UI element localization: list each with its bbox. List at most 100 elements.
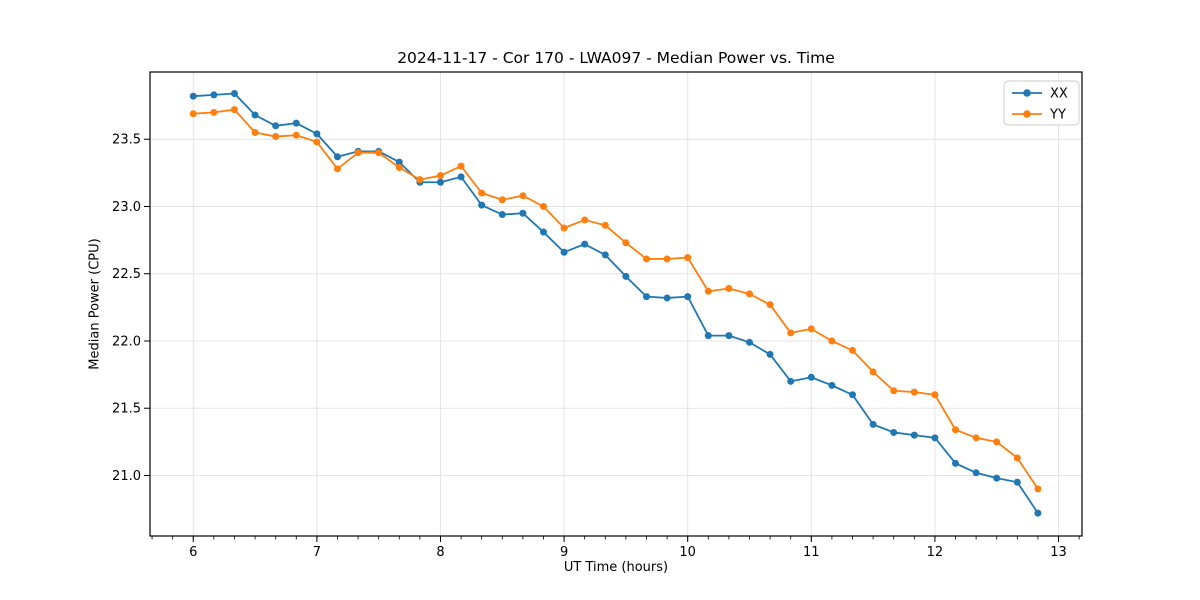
series-YY-marker bbox=[910, 388, 918, 396]
series-YY-marker bbox=[890, 387, 898, 395]
series-XX-marker bbox=[272, 122, 280, 130]
series-YY-marker bbox=[478, 189, 486, 197]
series-YY-marker bbox=[725, 285, 733, 293]
axes-spines bbox=[149, 71, 1083, 537]
series-YY-marker bbox=[828, 337, 836, 345]
x-tick-label: 13 bbox=[1050, 545, 1067, 560]
series-XX-marker bbox=[869, 420, 877, 428]
x-tick-label: 12 bbox=[927, 545, 944, 560]
series-YY-marker bbox=[581, 216, 589, 224]
series-XX-marker bbox=[642, 293, 650, 301]
series-XX-marker bbox=[436, 178, 444, 186]
series-XX-marker bbox=[560, 248, 568, 256]
series-YY-marker bbox=[1013, 454, 1021, 462]
series-XX-marker bbox=[849, 391, 856, 399]
series-YY-marker bbox=[395, 163, 403, 171]
series-YY-marker bbox=[622, 239, 630, 247]
series-XX-marker bbox=[746, 338, 753, 346]
series-YY-marker bbox=[849, 346, 856, 354]
series-YY-marker bbox=[766, 301, 774, 309]
y-tick-label: 22.5 bbox=[112, 267, 141, 282]
series-YY-marker bbox=[189, 110, 197, 118]
series-YY-marker bbox=[931, 391, 939, 399]
x-tick-label: 8 bbox=[436, 545, 444, 560]
series-YY-marker bbox=[210, 108, 218, 116]
series-XX-marker bbox=[292, 119, 300, 127]
x-axis-label: UT Time (hours) bbox=[563, 560, 669, 575]
series-XX-marker bbox=[210, 91, 218, 99]
plot-background bbox=[150, 72, 1082, 536]
series-XX-marker bbox=[787, 377, 795, 385]
series-XX-marker bbox=[478, 201, 486, 209]
series-YY-marker bbox=[230, 106, 238, 114]
series-YY-marker bbox=[560, 224, 568, 232]
series-XX-marker bbox=[581, 240, 589, 248]
series-YY-marker bbox=[807, 325, 815, 333]
series-XX-marker bbox=[1013, 478, 1021, 486]
series-XX-marker bbox=[519, 209, 527, 217]
series-YY-marker bbox=[416, 176, 424, 184]
series-XX-marker bbox=[993, 474, 1001, 482]
y-tick-label: 23.5 bbox=[112, 133, 141, 148]
series-XX-marker bbox=[251, 111, 259, 119]
series-XX-marker bbox=[1034, 509, 1042, 517]
series-YY-marker bbox=[684, 254, 692, 262]
series-YY-marker bbox=[333, 165, 341, 173]
series-XX-marker bbox=[622, 272, 630, 280]
series-YY-marker bbox=[272, 133, 280, 141]
series-XX-marker bbox=[807, 373, 815, 381]
series-XX-marker bbox=[395, 158, 403, 166]
x-tick-label: 7 bbox=[313, 545, 321, 560]
series-XX-marker bbox=[725, 332, 733, 340]
series-YY-marker bbox=[993, 438, 1001, 446]
series-YY-marker bbox=[787, 329, 795, 337]
series-YY-marker bbox=[663, 255, 671, 263]
y-axis-label: Median Power (CPU) bbox=[87, 238, 103, 370]
series-YY-marker bbox=[601, 221, 609, 229]
series-XX-marker bbox=[910, 431, 918, 439]
series-XX-marker bbox=[601, 251, 609, 259]
legend-label: YY bbox=[1049, 108, 1066, 123]
x-tick-label: 10 bbox=[679, 545, 696, 560]
series-YY-marker bbox=[539, 202, 547, 210]
series-YY-marker bbox=[313, 138, 321, 146]
x-tick-label: 11 bbox=[803, 545, 820, 560]
series-YY-marker bbox=[354, 149, 362, 157]
series-YY-marker bbox=[519, 192, 527, 200]
series-YY-marker bbox=[952, 426, 960, 434]
series-XX-marker bbox=[972, 469, 980, 477]
x-tick-label: 9 bbox=[560, 545, 568, 560]
series-XX-marker bbox=[828, 381, 836, 389]
y-tick-label: 23.0 bbox=[112, 200, 141, 215]
series-YY-marker bbox=[498, 196, 506, 204]
series-XX-marker bbox=[766, 350, 774, 358]
y-tick-label: 21.5 bbox=[112, 402, 141, 417]
series-YY-marker bbox=[457, 162, 465, 170]
chart-title: 2024-11-17 - Cor 170 - LWA097 - Median P… bbox=[397, 49, 835, 67]
y-tick-label: 22.0 bbox=[112, 334, 141, 349]
legend-label: XX bbox=[1050, 87, 1068, 102]
series-XX-marker bbox=[952, 459, 960, 467]
series-YY-marker bbox=[251, 129, 259, 137]
series-XX-marker bbox=[704, 332, 712, 340]
series-XX-marker bbox=[189, 92, 197, 100]
series-YY-marker bbox=[972, 434, 980, 442]
series-XX-marker bbox=[313, 130, 321, 138]
legend-marker-sample bbox=[1023, 110, 1031, 118]
series-YY-marker bbox=[642, 255, 650, 263]
series-YY-marker bbox=[869, 368, 877, 376]
series-XX-marker bbox=[333, 153, 341, 161]
series-XX-marker bbox=[230, 90, 238, 98]
series-XX-marker bbox=[498, 211, 506, 219]
legend-marker-sample bbox=[1023, 89, 1031, 97]
series-XX-marker bbox=[890, 428, 898, 436]
series-YY-marker bbox=[746, 290, 753, 298]
series-XX-marker bbox=[663, 294, 671, 302]
y-tick-label: 21.0 bbox=[112, 469, 141, 484]
series-XX-marker bbox=[931, 434, 939, 442]
series-XX-marker bbox=[539, 228, 547, 236]
series-YY-marker bbox=[704, 287, 712, 295]
series-XX-marker bbox=[684, 293, 692, 301]
